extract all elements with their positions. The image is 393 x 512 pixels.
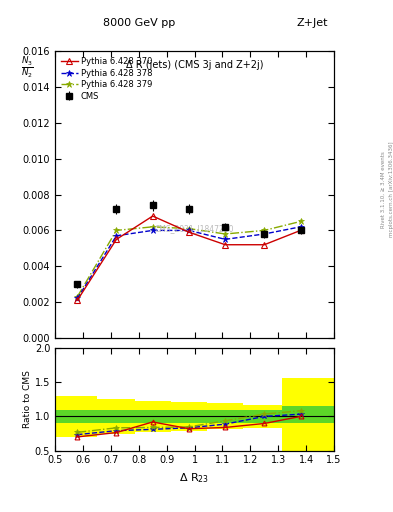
- Text: Rivet 3.1.10, ≥ 3.4M events: Rivet 3.1.10, ≥ 3.4M events: [381, 151, 386, 228]
- Pythia 6.428 379: [187, 225, 191, 231]
- Text: 8000 GeV pp: 8000 GeV pp: [103, 18, 175, 28]
- Pythia 6.428 379: [151, 224, 155, 230]
- Pythia 6.428 378: [114, 232, 119, 239]
- Pythia 6.428 378: [223, 237, 228, 243]
- Pythia 6.428 378: [262, 231, 267, 237]
- Text: Z+Jet: Z+Jet: [297, 18, 329, 28]
- Pythia 6.428 378: [187, 227, 191, 233]
- Line: Pythia 6.428 379: Pythia 6.428 379: [74, 218, 304, 300]
- Pythia 6.428 379: [75, 293, 80, 300]
- Y-axis label: Ratio to CMS: Ratio to CMS: [23, 370, 32, 429]
- Text: mcplots.cern.ch [arXiv:1306.3436]: mcplots.cern.ch [arXiv:1306.3436]: [389, 142, 393, 237]
- Pythia 6.428 370: [262, 242, 267, 248]
- Pythia 6.428 370: [151, 213, 155, 219]
- Pythia 6.428 370: [298, 227, 303, 233]
- Pythia 6.428 378: [75, 295, 80, 302]
- Line: Pythia 6.428 370: Pythia 6.428 370: [75, 214, 303, 303]
- Text: Δ R (jets) (CMS 3j and Z+2j): Δ R (jets) (CMS 3j and Z+2j): [126, 60, 263, 70]
- Pythia 6.428 370: [187, 229, 191, 236]
- Pythia 6.428 379: [223, 231, 228, 237]
- X-axis label: Δ R$_{23}$: Δ R$_{23}$: [180, 471, 209, 485]
- Pythia 6.428 379: [114, 227, 119, 233]
- Pythia 6.428 370: [223, 242, 228, 248]
- Line: Pythia 6.428 378: Pythia 6.428 378: [74, 224, 304, 302]
- Pythia 6.428 370: [114, 237, 119, 243]
- Text: CMS_2021_I1847230: CMS_2021_I1847230: [155, 224, 234, 233]
- Pythia 6.428 378: [151, 227, 155, 233]
- Pythia 6.428 370: [75, 297, 80, 303]
- Pythia 6.428 378: [298, 224, 303, 230]
- Pythia 6.428 379: [262, 227, 267, 233]
- Legend: Pythia 6.428 370, Pythia 6.428 378, Pythia 6.428 379, CMS: Pythia 6.428 370, Pythia 6.428 378, Pyth…: [59, 55, 154, 102]
- Pythia 6.428 379: [298, 218, 303, 224]
- Y-axis label: $\frac{N_3}{N_2}$: $\frac{N_3}{N_2}$: [21, 55, 33, 80]
